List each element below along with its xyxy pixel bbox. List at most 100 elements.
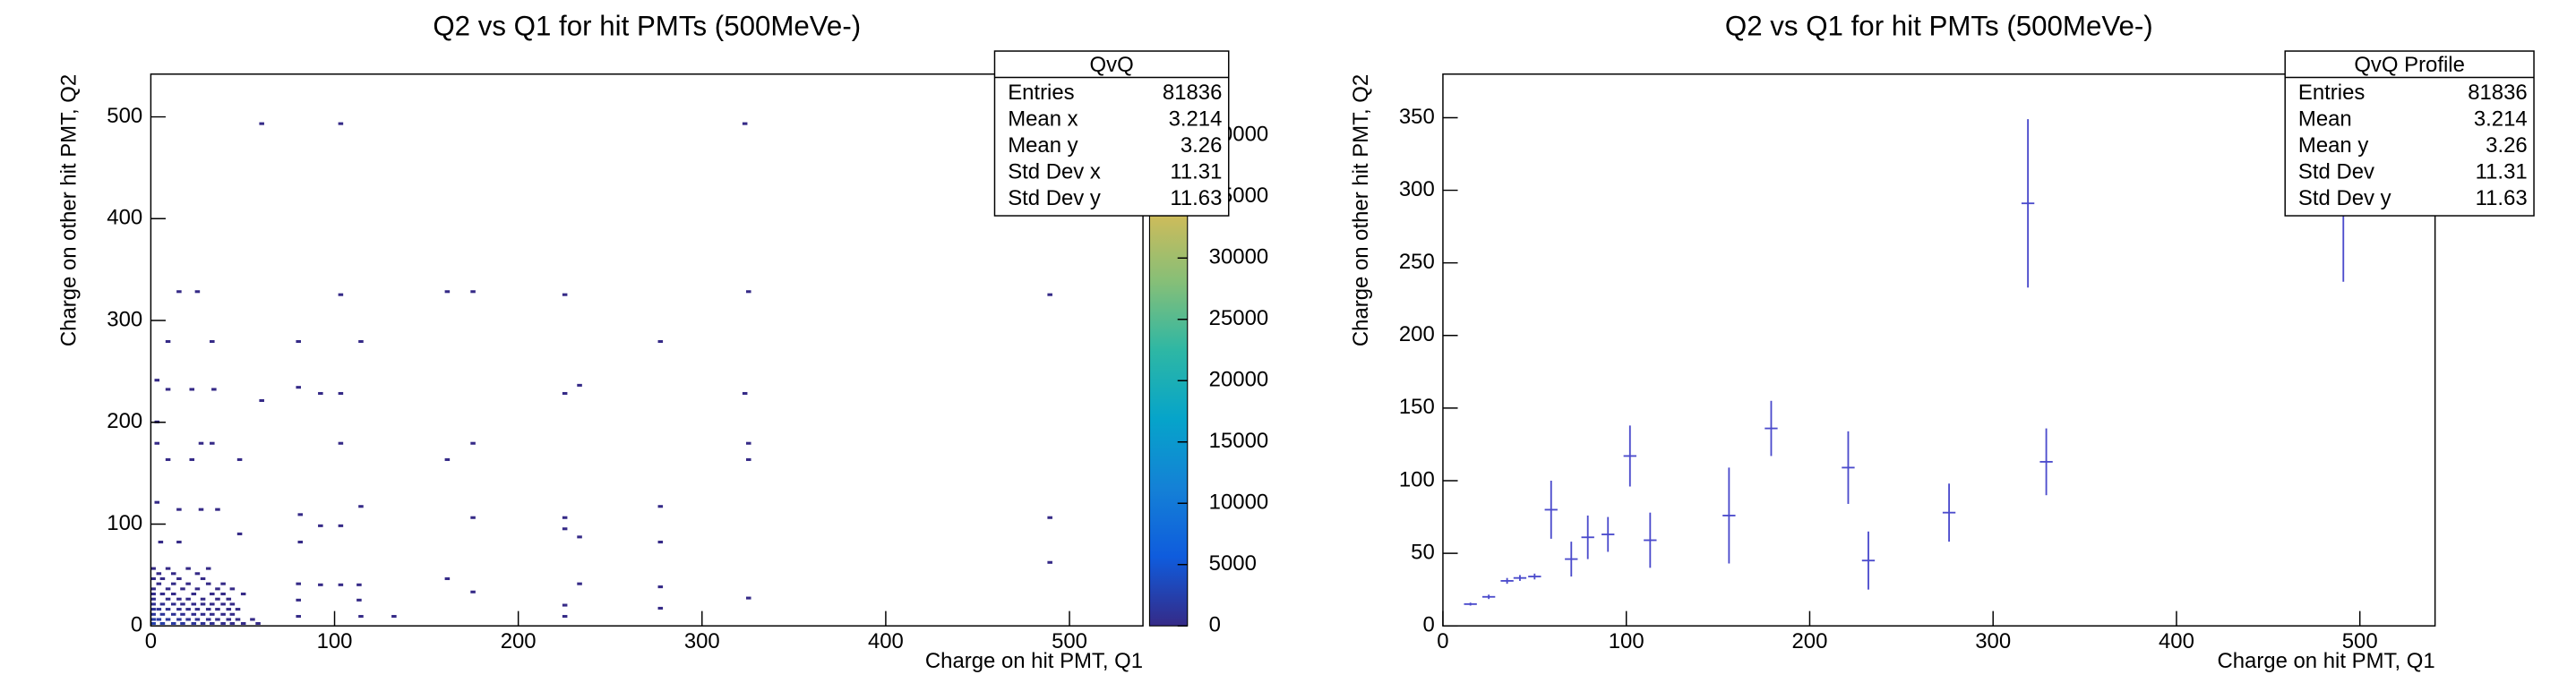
stats-value: 81836 bbox=[2468, 81, 2527, 105]
stats-label: Entries bbox=[2298, 81, 2365, 105]
bin-cell bbox=[165, 567, 171, 570]
bin-cell bbox=[236, 457, 243, 461]
bin-cell bbox=[657, 606, 664, 610]
bin-cell bbox=[444, 576, 451, 581]
bin-cell bbox=[657, 541, 664, 544]
bin-cell bbox=[338, 122, 344, 125]
y-tick-label: 50 bbox=[1411, 540, 1435, 564]
color-bar-tick-label: 25000 bbox=[1209, 306, 1268, 330]
y-tick-label: 250 bbox=[1399, 250, 1435, 274]
bin-cell bbox=[746, 290, 751, 294]
bin-cell bbox=[165, 608, 171, 611]
y-axis-label: Charge on other hit PMT, Q2 bbox=[1349, 74, 1373, 346]
bin-cell bbox=[255, 621, 261, 626]
bin-cell bbox=[250, 618, 255, 621]
stats-value: 3.26 bbox=[1181, 133, 1223, 158]
chart-title: Q2 vs Q1 for hit PMTs (500MeVe-) bbox=[433, 11, 861, 42]
bin-cell bbox=[215, 618, 220, 621]
bin-cell bbox=[176, 290, 182, 294]
stats-value: 11.31 bbox=[1170, 160, 1222, 184]
bin-cell bbox=[200, 612, 206, 616]
bin-cell bbox=[296, 386, 301, 389]
bin-cell bbox=[189, 457, 195, 461]
bin-cell bbox=[165, 597, 171, 601]
bin-cell bbox=[236, 532, 243, 535]
stats-label: Std Dev y bbox=[2298, 186, 2391, 210]
x-tick-label: 500 bbox=[2342, 629, 2378, 653]
bin-cell bbox=[158, 541, 164, 544]
y-tick-label: 200 bbox=[1399, 322, 1435, 346]
stats-label: Mean y bbox=[1008, 133, 1078, 158]
bin-cell bbox=[226, 618, 232, 621]
bin-cell bbox=[215, 597, 220, 601]
bin-cell bbox=[159, 576, 166, 581]
bin-cell bbox=[220, 621, 226, 626]
bin-cell bbox=[338, 441, 344, 445]
bin-cell bbox=[657, 585, 664, 589]
bin-cell bbox=[170, 602, 176, 606]
bin-cell bbox=[338, 583, 344, 586]
bin-cell bbox=[356, 598, 362, 602]
bin-cell bbox=[215, 608, 220, 611]
bin-cell bbox=[165, 618, 171, 621]
x-tick-label: 100 bbox=[1609, 629, 1644, 653]
bin-cell bbox=[170, 612, 176, 616]
bin-cell bbox=[180, 602, 185, 606]
bin-cell bbox=[338, 391, 344, 396]
bin-cell bbox=[150, 597, 156, 601]
bin-cell bbox=[154, 379, 160, 382]
bin-cell bbox=[176, 597, 182, 601]
bin-cell bbox=[159, 612, 166, 616]
bin-cell bbox=[185, 597, 191, 601]
color-bar-tick-label: 0 bbox=[1209, 613, 1221, 637]
bin-cell bbox=[338, 524, 344, 527]
bin-cell bbox=[577, 535, 582, 539]
bin-cell bbox=[191, 621, 197, 626]
bin-cell bbox=[215, 508, 220, 511]
bin-cell bbox=[562, 615, 568, 619]
bin-cell bbox=[210, 602, 215, 606]
bin-cell bbox=[318, 583, 323, 586]
bin-cell bbox=[154, 500, 160, 504]
bin-cell bbox=[198, 508, 204, 511]
color-bar-tick-label: 15000 bbox=[1209, 429, 1268, 453]
bin-cell bbox=[470, 441, 476, 445]
color-bar-tick-label: 10000 bbox=[1209, 491, 1268, 515]
bin-cell bbox=[1047, 560, 1052, 564]
bin-cell bbox=[200, 621, 206, 626]
y-tick-label: 350 bbox=[1399, 105, 1435, 129]
y-tick-label: 200 bbox=[107, 409, 142, 433]
bin-cell bbox=[191, 593, 197, 596]
bin-cell bbox=[657, 505, 664, 508]
bin-cell bbox=[562, 527, 568, 531]
y-tick-label: 0 bbox=[131, 613, 142, 637]
bin-cell bbox=[185, 582, 191, 585]
x-tick-label: 100 bbox=[317, 629, 353, 653]
y-tick-label: 400 bbox=[107, 206, 142, 230]
bin-cell bbox=[150, 618, 156, 621]
stats-label: Mean x bbox=[1008, 107, 1078, 132]
bin-cell bbox=[296, 582, 301, 585]
chart-title: Q2 vs Q1 for hit PMTs (500MeVe-) bbox=[1725, 11, 2153, 42]
bin-cell bbox=[180, 621, 185, 626]
bin-cell bbox=[176, 541, 182, 544]
stats-label: Mean y bbox=[2298, 133, 2368, 158]
bin-cell bbox=[391, 615, 397, 619]
bin-cell bbox=[154, 441, 160, 445]
bin-cell bbox=[150, 587, 156, 591]
bin-cell bbox=[226, 597, 232, 601]
bin-cell bbox=[150, 612, 156, 616]
bin-cell bbox=[210, 621, 215, 626]
bin-cell bbox=[562, 391, 568, 396]
bin-cell bbox=[746, 596, 751, 600]
bin-cell bbox=[229, 602, 236, 606]
bin-cell bbox=[198, 441, 204, 445]
bin-cell bbox=[150, 602, 156, 606]
plot-frame bbox=[1442, 73, 2436, 627]
bin-cell bbox=[220, 602, 226, 606]
x-tick-label: 400 bbox=[868, 629, 904, 653]
bin-cell bbox=[338, 293, 344, 296]
stats-title: QvQ Profile bbox=[2354, 53, 2465, 77]
color-bar-tick-label: 20000 bbox=[1209, 368, 1268, 392]
